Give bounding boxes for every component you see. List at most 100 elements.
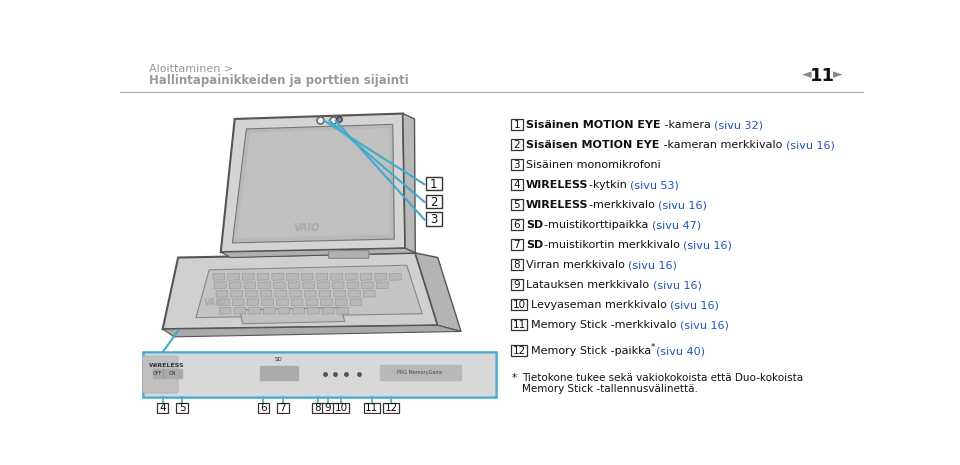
Text: Latauksen merkkivalo: Latauksen merkkivalo xyxy=(526,280,653,290)
Polygon shape xyxy=(230,290,243,297)
Text: WIRELESS: WIRELESS xyxy=(149,363,184,368)
Text: 3: 3 xyxy=(514,160,520,170)
FancyBboxPatch shape xyxy=(511,219,522,230)
Text: -muistikorttipaikka: -muistikorttipaikka xyxy=(543,220,652,230)
Polygon shape xyxy=(348,290,360,297)
Text: 3: 3 xyxy=(430,213,438,226)
Text: 12: 12 xyxy=(385,403,397,413)
Polygon shape xyxy=(218,299,229,306)
Text: *: * xyxy=(651,343,656,352)
Polygon shape xyxy=(257,273,269,280)
Polygon shape xyxy=(416,253,461,332)
Polygon shape xyxy=(376,282,388,289)
Text: Sisäisen MOTION EYE: Sisäisen MOTION EYE xyxy=(526,140,660,150)
Text: 1: 1 xyxy=(430,178,438,191)
Text: 7: 7 xyxy=(514,240,520,250)
Text: -kameran merkkivalo: -kameran merkkivalo xyxy=(660,140,785,150)
Polygon shape xyxy=(301,273,313,280)
Text: Aloittaminen >: Aloittaminen > xyxy=(150,64,233,73)
Polygon shape xyxy=(262,299,274,306)
Polygon shape xyxy=(260,290,272,297)
Text: ►: ► xyxy=(833,68,843,81)
Polygon shape xyxy=(243,273,254,280)
Polygon shape xyxy=(221,248,416,258)
Polygon shape xyxy=(145,354,494,395)
FancyBboxPatch shape xyxy=(511,139,522,150)
Text: Levyaseman merkkivalo: Levyaseman merkkivalo xyxy=(531,300,670,310)
Text: 11: 11 xyxy=(809,66,834,85)
FancyBboxPatch shape xyxy=(511,179,522,190)
Polygon shape xyxy=(390,273,401,280)
FancyBboxPatch shape xyxy=(257,403,269,413)
Polygon shape xyxy=(375,273,387,280)
Polygon shape xyxy=(247,299,259,306)
Polygon shape xyxy=(276,299,288,306)
Text: (sivu 16): (sivu 16) xyxy=(785,140,834,150)
Polygon shape xyxy=(319,290,331,297)
FancyBboxPatch shape xyxy=(511,279,522,290)
Text: (sivu 16): (sivu 16) xyxy=(670,300,719,310)
Polygon shape xyxy=(216,290,228,297)
Polygon shape xyxy=(263,307,275,314)
Text: SD: SD xyxy=(275,357,283,362)
Text: 11: 11 xyxy=(513,320,526,330)
FancyBboxPatch shape xyxy=(511,159,522,170)
Text: (sivu 16): (sivu 16) xyxy=(684,240,732,250)
Text: 2: 2 xyxy=(514,140,520,150)
Text: Virran merkkivalo: Virran merkkivalo xyxy=(526,260,629,270)
Polygon shape xyxy=(249,307,260,314)
Polygon shape xyxy=(221,113,405,252)
Text: WIRELESS: WIRELESS xyxy=(526,200,588,210)
Polygon shape xyxy=(323,307,334,314)
Polygon shape xyxy=(162,326,461,337)
Text: 10: 10 xyxy=(513,300,526,310)
Text: 10: 10 xyxy=(334,403,348,413)
Polygon shape xyxy=(303,282,315,289)
Text: SD: SD xyxy=(526,220,543,230)
Text: (sivu 53): (sivu 53) xyxy=(631,180,680,190)
FancyBboxPatch shape xyxy=(276,403,289,413)
Polygon shape xyxy=(246,290,257,297)
FancyBboxPatch shape xyxy=(511,259,522,270)
Polygon shape xyxy=(272,273,283,280)
Polygon shape xyxy=(234,307,246,314)
Polygon shape xyxy=(321,299,332,306)
Polygon shape xyxy=(307,307,319,314)
Polygon shape xyxy=(332,282,344,289)
Polygon shape xyxy=(278,307,290,314)
Text: 1: 1 xyxy=(514,120,520,130)
FancyBboxPatch shape xyxy=(511,345,527,357)
Text: VAIO: VAIO xyxy=(204,298,227,307)
Polygon shape xyxy=(335,299,348,306)
Polygon shape xyxy=(306,299,318,306)
Polygon shape xyxy=(346,273,357,280)
Text: 11: 11 xyxy=(365,403,378,413)
Text: ON: ON xyxy=(169,372,177,376)
FancyBboxPatch shape xyxy=(425,177,442,190)
Polygon shape xyxy=(275,290,287,297)
Text: 9: 9 xyxy=(324,403,331,413)
Polygon shape xyxy=(363,290,375,297)
FancyBboxPatch shape xyxy=(322,403,333,413)
Polygon shape xyxy=(259,282,271,289)
FancyBboxPatch shape xyxy=(142,356,179,393)
Text: 4: 4 xyxy=(514,180,520,190)
Polygon shape xyxy=(316,273,327,280)
Text: Memory Stick -merkkivalo: Memory Stick -merkkivalo xyxy=(531,320,680,330)
Polygon shape xyxy=(362,282,373,289)
FancyBboxPatch shape xyxy=(333,403,349,413)
Polygon shape xyxy=(213,273,225,280)
Polygon shape xyxy=(228,273,239,280)
Text: (sivu 32): (sivu 32) xyxy=(714,120,763,130)
Polygon shape xyxy=(229,282,241,289)
FancyBboxPatch shape xyxy=(383,403,399,413)
Polygon shape xyxy=(379,365,461,380)
Text: 8: 8 xyxy=(314,403,321,413)
Polygon shape xyxy=(244,282,255,289)
Polygon shape xyxy=(350,299,362,306)
Polygon shape xyxy=(287,273,299,280)
Text: (sivu 47): (sivu 47) xyxy=(652,220,701,230)
Text: 5: 5 xyxy=(514,200,520,210)
Polygon shape xyxy=(153,369,182,379)
Text: (sivu 16): (sivu 16) xyxy=(653,280,702,290)
